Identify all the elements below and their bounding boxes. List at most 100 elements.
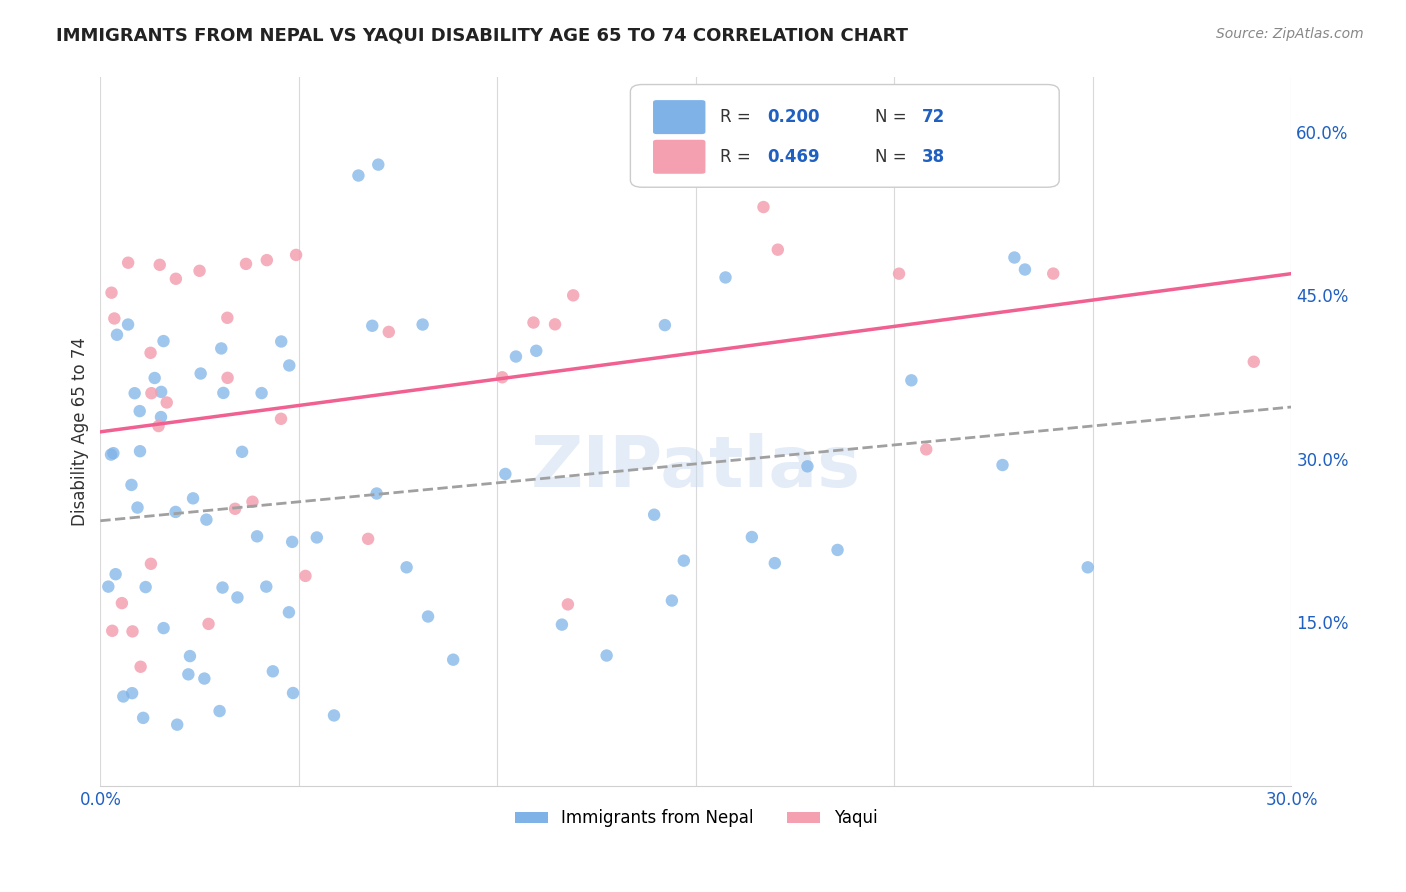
Point [361,318,384,333]
Point [101,624,124,638]
Text: R =: R = [720,108,756,126]
Point [357,532,380,546]
FancyBboxPatch shape [630,85,1059,187]
Point [522,316,544,330]
Point [100,448,122,462]
Point [714,270,737,285]
Point [121,624,143,639]
FancyBboxPatch shape [652,140,706,174]
Point [212,385,235,400]
Point [827,543,849,558]
Text: 0.469: 0.469 [768,148,820,166]
Point [1077,560,1099,574]
Point [235,257,257,271]
Point [135,580,157,594]
Point [416,609,439,624]
Point [256,253,278,268]
Point [323,708,346,723]
Point [366,486,388,500]
Point [242,494,264,508]
Point [557,598,579,612]
Point [347,169,370,183]
Point [491,370,513,384]
Point [991,458,1014,472]
Point [124,386,146,401]
Point [149,258,172,272]
Point [270,334,292,349]
Point [117,318,139,332]
Point [188,264,211,278]
Point [551,617,574,632]
Text: N =: N = [875,108,911,126]
Point [195,513,218,527]
Y-axis label: Disability Age 65 to 74: Disability Age 65 to 74 [72,337,89,526]
Point [139,557,162,571]
Point [97,580,120,594]
Point [254,580,277,594]
Point [148,419,170,434]
Point [197,616,219,631]
Point [209,342,232,356]
Point [766,243,789,257]
Point [231,445,253,459]
Point [129,444,152,458]
Point [141,386,163,401]
Point [217,310,239,325]
Point [152,621,174,635]
Point [112,690,135,704]
Point [1042,267,1064,281]
Text: R =: R = [720,148,756,166]
Text: 72: 72 [922,108,945,126]
Point [250,386,273,401]
Point [150,384,173,399]
Text: Source: ZipAtlas.com: Source: ZipAtlas.com [1216,27,1364,41]
Point [117,256,139,270]
Point [177,667,200,681]
Point [128,404,150,418]
Point [139,346,162,360]
Point [143,371,166,385]
Point [643,508,665,522]
Point [544,318,567,332]
Point [127,500,149,515]
Text: 38: 38 [922,148,945,166]
Point [1002,251,1025,265]
Point [441,653,464,667]
Point [900,373,922,387]
Point [796,459,818,474]
Point [672,554,695,568]
Point [190,367,212,381]
Point [1243,355,1265,369]
Point [152,334,174,348]
Point [562,288,585,302]
Point [661,593,683,607]
Point [262,665,284,679]
Point [179,649,201,664]
Text: ZIPatlas: ZIPatlas [531,433,860,501]
Text: 0.200: 0.200 [768,108,820,126]
Point [654,318,676,332]
Point [246,529,269,543]
Point [412,318,434,332]
Point [226,591,249,605]
Point [395,560,418,574]
Point [120,478,142,492]
Point [494,467,516,481]
Point [1014,262,1036,277]
Point [104,567,127,582]
Text: N =: N = [875,148,911,166]
Point [277,605,299,619]
Point [915,442,938,457]
Point [378,325,401,339]
Legend: Immigrants from Nepal, Yaqui: Immigrants from Nepal, Yaqui [508,803,884,834]
Point [224,501,246,516]
Point [595,648,617,663]
Point [181,491,204,506]
Point [156,395,179,409]
Text: IMMIGRANTS FROM NEPAL VS YAQUI DISABILITY AGE 65 TO 74 CORRELATION CHART: IMMIGRANTS FROM NEPAL VS YAQUI DISABILIT… [56,27,908,45]
Point [111,596,134,610]
Point [149,410,172,425]
Point [294,569,316,583]
Point [367,158,389,172]
Point [193,672,215,686]
